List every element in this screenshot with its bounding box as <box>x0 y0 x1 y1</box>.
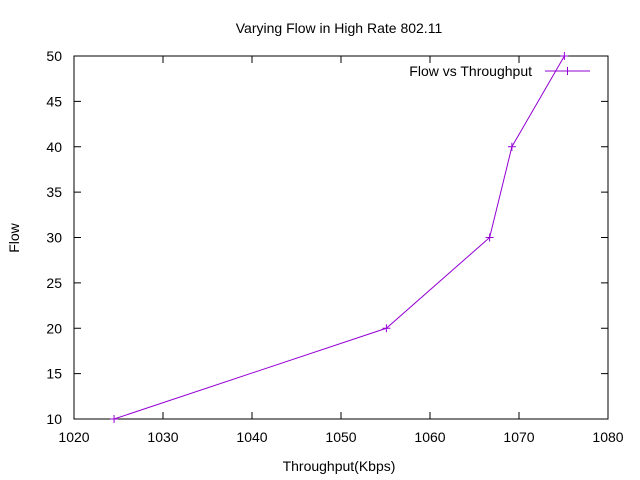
y-tick-label: 45 <box>46 93 62 109</box>
legend: Flow vs Throughput <box>409 63 590 79</box>
x-tick-label: 1060 <box>414 429 445 445</box>
x-tick-label: 1020 <box>58 429 89 445</box>
y-tick-label: 50 <box>46 48 62 64</box>
y-tick-label: 15 <box>46 366 62 382</box>
data-point-marker <box>485 233 494 242</box>
y-tick-label: 20 <box>46 320 62 336</box>
y-tick-label: 30 <box>46 230 62 246</box>
data-point-marker <box>382 324 391 333</box>
x-tick-label: 1080 <box>592 429 623 445</box>
y-tick-label: 35 <box>46 184 62 200</box>
y-tick-label: 10 <box>46 411 62 427</box>
y-tick-label: 40 <box>46 139 62 155</box>
series-layer <box>110 52 569 423</box>
data-point-marker <box>110 415 119 423</box>
y-tick-label: 25 <box>46 275 62 291</box>
legend-label: Flow vs Throughput <box>409 63 532 79</box>
series-line <box>113 55 565 420</box>
data-point-marker <box>507 142 516 151</box>
y-axis-label: Flow <box>6 222 22 252</box>
x-tick-label: 1030 <box>147 429 178 445</box>
x-tick-label: 1070 <box>503 429 534 445</box>
legend-marker <box>563 67 572 75</box>
chart-title: Varying Flow in High Rate 802.11 <box>236 20 443 36</box>
data-point-marker <box>560 52 569 60</box>
x-axis-label: Throughput(Kbps) <box>283 458 396 474</box>
x-tick-label: 1040 <box>236 429 267 445</box>
plot-frame <box>73 55 609 420</box>
x-axis: 1020 1030 1040 1050 1060 1070 1080 <box>58 56 624 445</box>
x-tick-label: 1050 <box>325 429 356 445</box>
y-axis: 10 15 20 25 30 35 40 45 50 <box>46 48 608 427</box>
